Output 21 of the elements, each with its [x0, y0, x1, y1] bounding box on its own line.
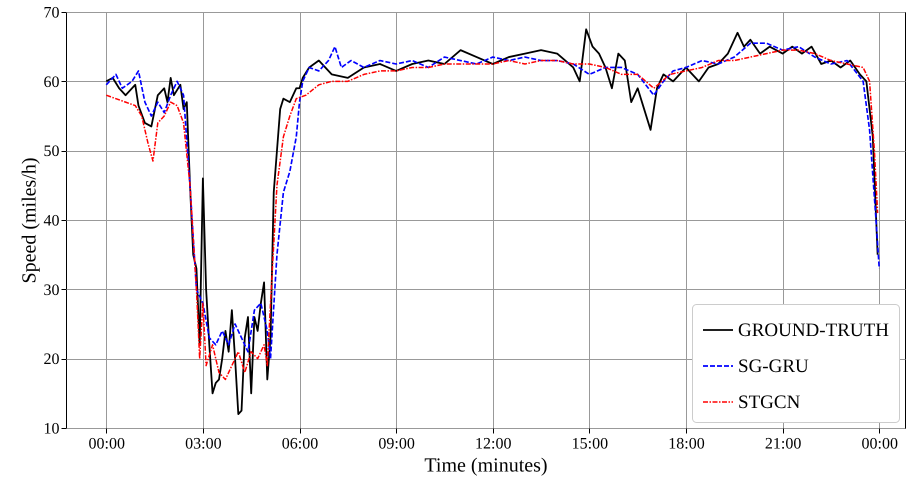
x-tick-label: 15:00 — [572, 436, 608, 452]
legend-label: STGCN — [738, 392, 801, 413]
legend-label: SG-GRU — [738, 356, 810, 377]
y-tick-label: 40 — [44, 212, 60, 230]
y-tick-label: 10 — [44, 420, 60, 438]
x-tick-label: 06:00 — [282, 436, 318, 452]
y-tick-label: 20 — [44, 351, 60, 368]
y-tick-label: 50 — [44, 143, 60, 160]
x-tick-label: 00:00 — [88, 436, 125, 452]
x-tick-label: 21:00 — [764, 436, 802, 452]
x-tick-label: 00:00 — [862, 436, 898, 452]
legend-label: GROUND-TRUTH — [738, 320, 890, 341]
x-tick-label: 18:00 — [668, 436, 705, 452]
y-axis-title: Speed (miles/h) — [18, 157, 40, 284]
y-tick-label: 70 — [44, 4, 60, 22]
x-tick-label: 03:00 — [185, 436, 222, 452]
x-tick-label: 12:00 — [475, 436, 512, 452]
y-tick-label: 30 — [44, 282, 60, 299]
x-tick-label: 09:00 — [378, 436, 415, 452]
x-axis-title: Time (minutes) — [424, 454, 548, 476]
y-tick-label: 60 — [44, 74, 60, 91]
